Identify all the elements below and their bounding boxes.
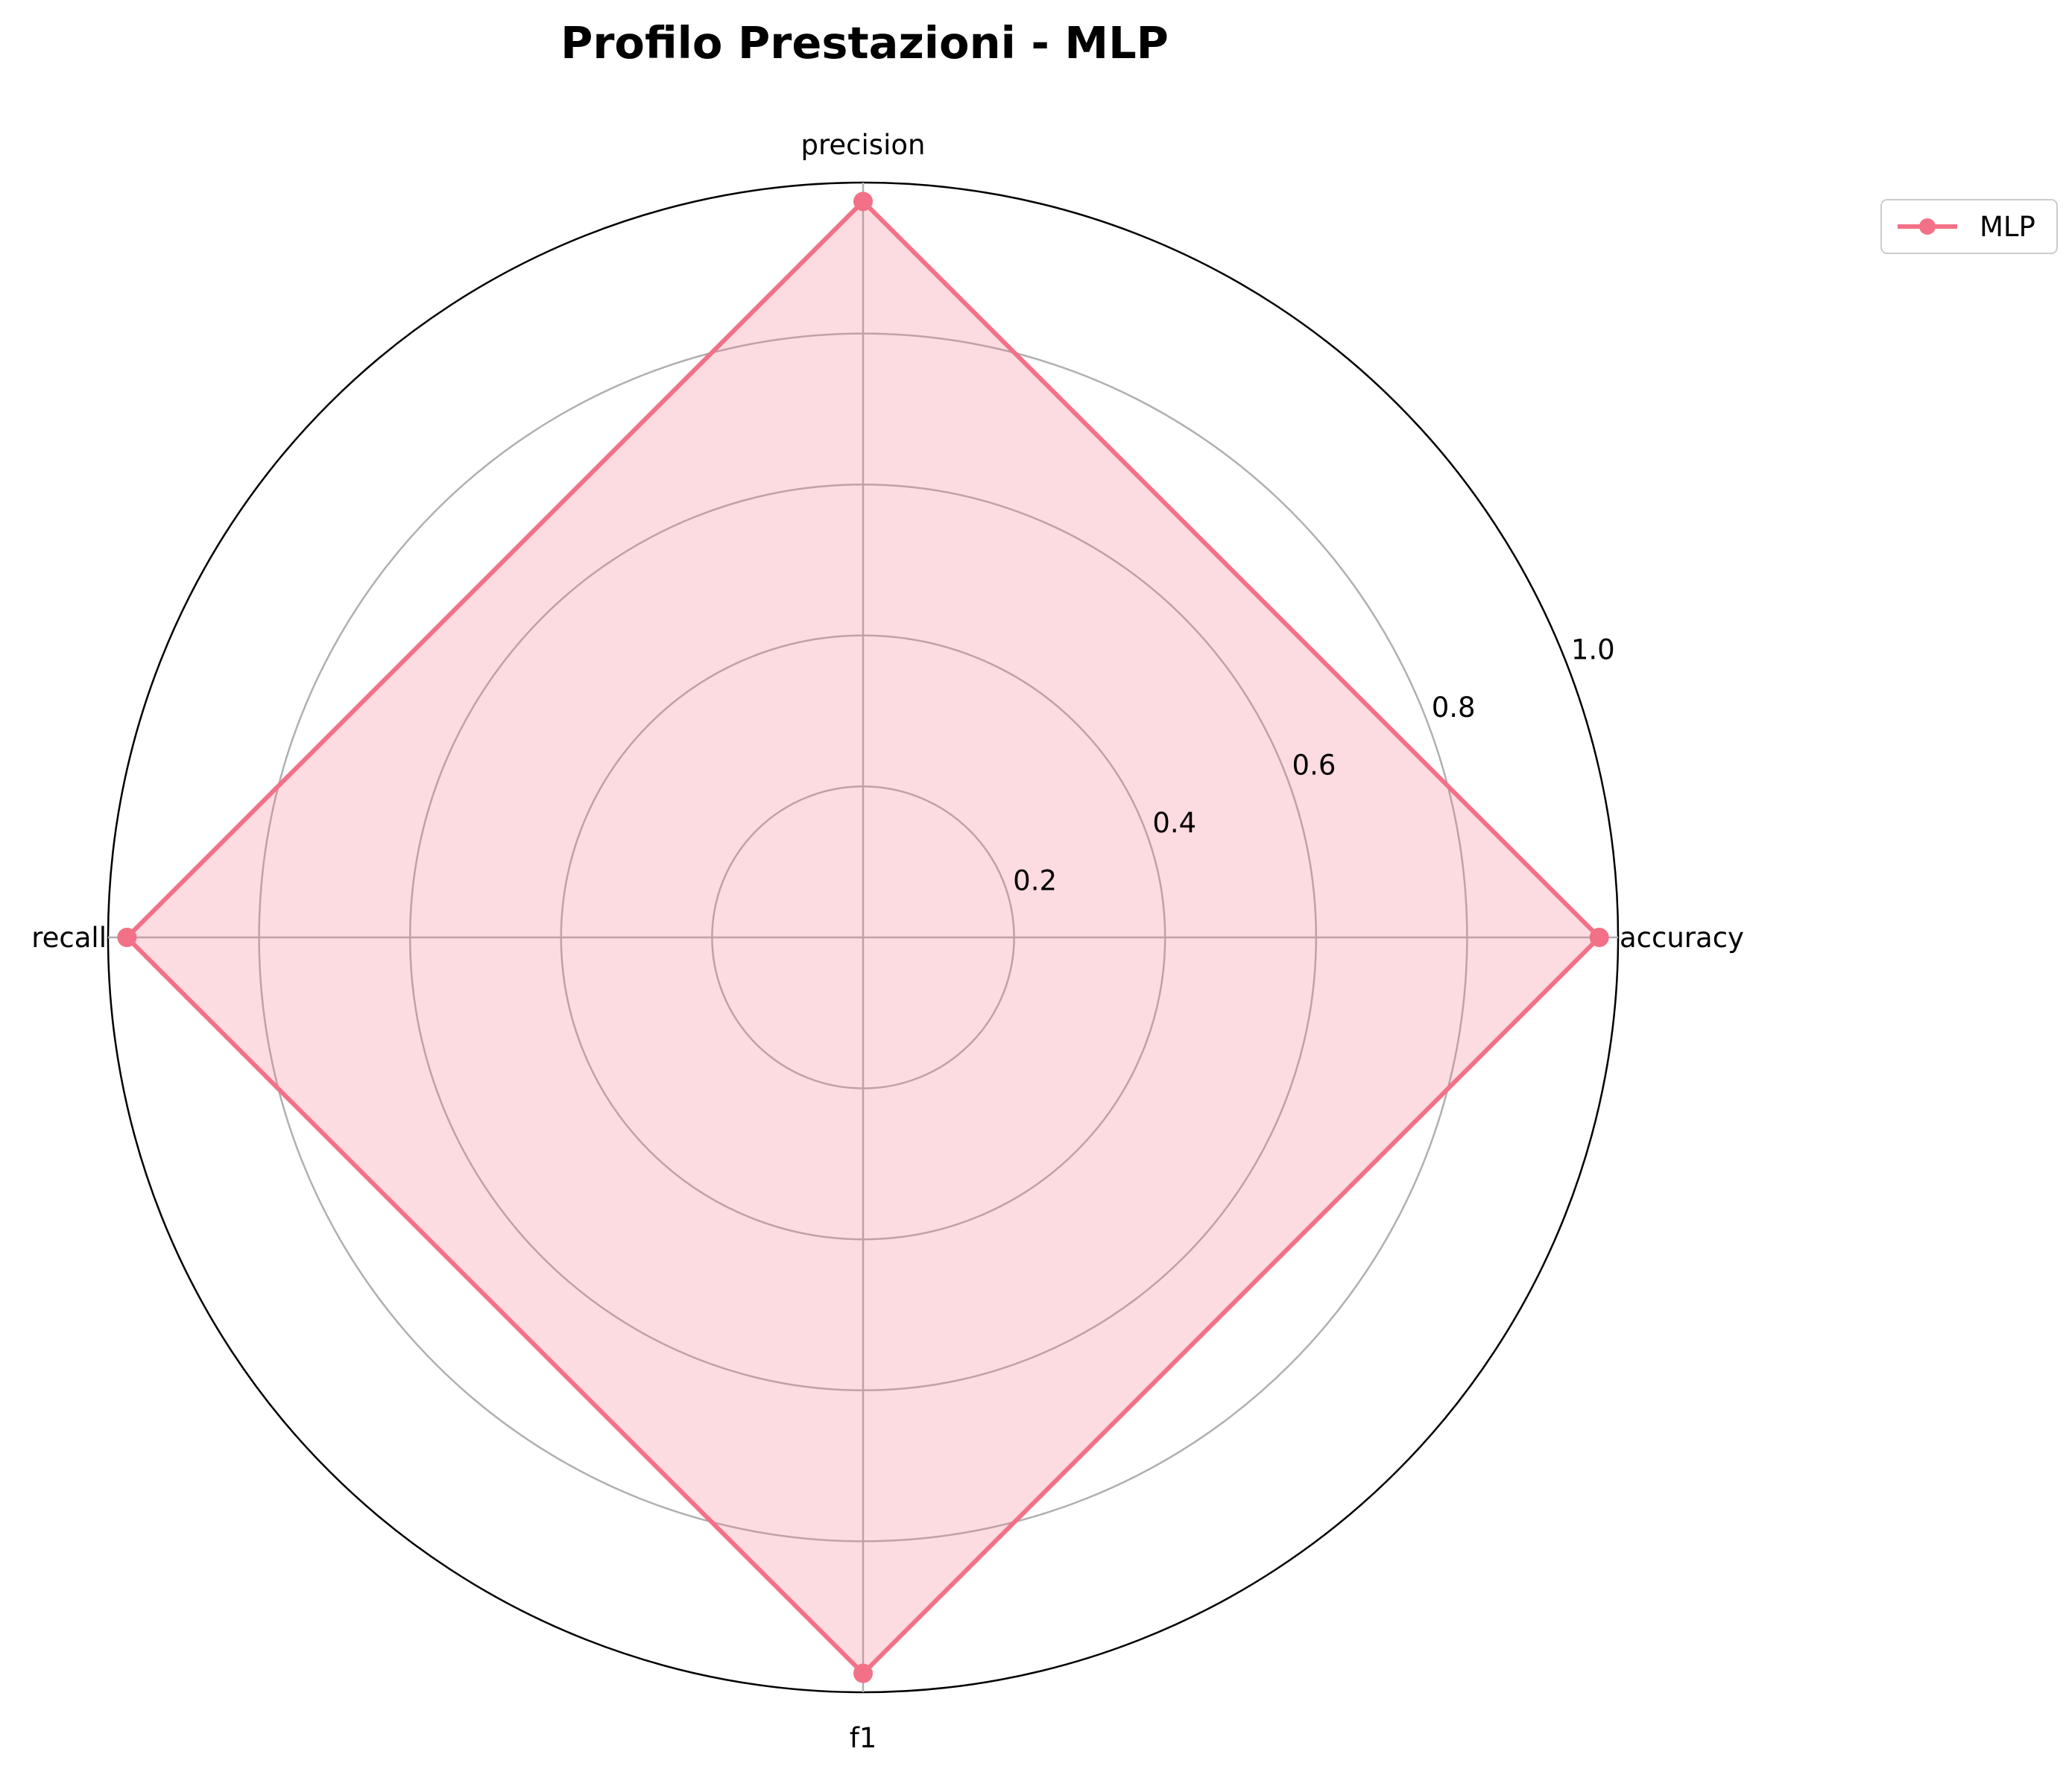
r-tick-label: 0.8: [1432, 692, 1476, 724]
data-point-accuracy: [1590, 928, 1609, 947]
data-layer: [117, 192, 1608, 1683]
legend: MLP: [1881, 200, 2057, 253]
category-label-accuracy: accuracy: [1620, 922, 1744, 954]
legend-label-mlp: MLP: [1980, 211, 2035, 243]
r-tick-label: 1.0: [1571, 633, 1615, 665]
data-point-f1: [853, 1664, 873, 1683]
chart-title: Profilo Prestazioni - MLP: [560, 17, 1169, 69]
legend-marker-mlp: [1919, 218, 1936, 235]
series-fill-MLP: [127, 201, 1599, 1673]
data-point-recall: [117, 928, 136, 947]
category-label-f1: f1: [850, 1722, 877, 1754]
r-tick-label: 0.6: [1292, 749, 1336, 781]
r-tick-label: 0.4: [1152, 807, 1196, 839]
category-label-recall: recall: [31, 922, 107, 954]
category-label-precision: precision: [801, 129, 926, 161]
r-tick-label: 0.2: [1013, 864, 1057, 896]
data-point-precision: [853, 192, 873, 211]
